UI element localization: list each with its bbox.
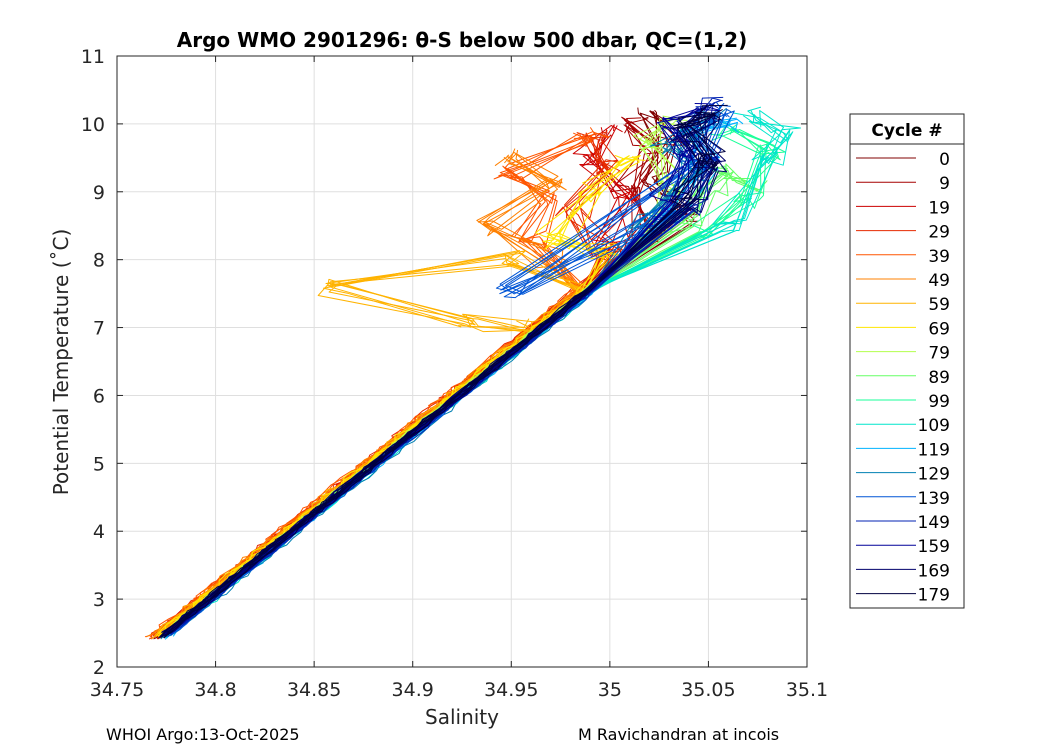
x-tick-label: 34.8 bbox=[194, 679, 236, 701]
legend-label: 0 bbox=[939, 150, 950, 170]
y-tick-label: 7 bbox=[93, 318, 105, 340]
profile-line bbox=[163, 111, 726, 639]
legend-label: 149 bbox=[918, 513, 950, 533]
legend-label: 169 bbox=[918, 561, 950, 581]
legend-label: 79 bbox=[928, 344, 950, 364]
legend-label: 179 bbox=[918, 586, 950, 606]
y-tick-label: 6 bbox=[93, 385, 105, 407]
x-tick-label: 34.85 bbox=[287, 679, 341, 701]
legend-label: 39 bbox=[928, 247, 950, 267]
x-tick-label: 34.9 bbox=[392, 679, 434, 701]
legend-label: 99 bbox=[928, 392, 950, 412]
y-axis-ticks: 2 3 4 5 6 7 8 9 10 11 bbox=[81, 46, 807, 679]
profile-line bbox=[167, 105, 718, 634]
x-tick-label: 35.05 bbox=[681, 679, 735, 701]
legend-label: 109 bbox=[918, 416, 950, 436]
legend-label: 59 bbox=[928, 295, 950, 315]
legend: Cycle # 0 9 19 29 39 49 59 69 79 89 99 109 119 129 139… bbox=[849, 113, 965, 609]
legend-box bbox=[849, 113, 965, 609]
legend-label: 49 bbox=[928, 271, 950, 291]
legend-label: 129 bbox=[918, 465, 950, 485]
x-axis-ticks: 34.75 34.8 34.85 34.9 34.95 35 35.05 35.1 bbox=[90, 56, 828, 701]
legend-label: 159 bbox=[918, 537, 950, 557]
y-axis-label: Potential Temperature (˚C) bbox=[49, 229, 73, 496]
y-tick-label: 11 bbox=[81, 46, 105, 68]
series-179 bbox=[159, 104, 728, 639]
y-tick-label: 8 bbox=[93, 250, 105, 272]
legend-label: 29 bbox=[928, 223, 950, 243]
x-tick-label: 34.75 bbox=[90, 679, 144, 701]
x-axis-label: Salinity bbox=[425, 705, 499, 729]
y-tick-label: 2 bbox=[93, 657, 105, 679]
legend-label: 19 bbox=[928, 198, 950, 218]
profile-line bbox=[170, 106, 722, 636]
x-tick-label: 34.95 bbox=[484, 679, 538, 701]
y-tick-label: 9 bbox=[93, 182, 105, 204]
x-tick-label: 35.1 bbox=[786, 679, 828, 701]
y-tick-label: 3 bbox=[93, 589, 105, 611]
legend-label: 119 bbox=[918, 440, 950, 460]
legend-label: 139 bbox=[918, 489, 950, 509]
legend-label: 89 bbox=[928, 368, 950, 388]
y-tick-label: 10 bbox=[81, 114, 105, 136]
x-tick-label: 35 bbox=[598, 679, 622, 701]
y-tick-label: 4 bbox=[93, 521, 105, 543]
y-tick-label: 5 bbox=[93, 453, 105, 475]
axes-box bbox=[116, 55, 808, 668]
footer-right: M Ravichandran at incois bbox=[578, 725, 780, 744]
plot-area bbox=[144, 96, 801, 640]
chart-title: Argo WMO 2901296: θ-S below 500 dbar, QC… bbox=[177, 28, 747, 52]
footer-left: WHOI Argo:13-Oct-2025 bbox=[106, 725, 300, 744]
legend-label: 9 bbox=[939, 174, 950, 194]
legend-title: Cycle # bbox=[871, 121, 942, 141]
legend-label: 69 bbox=[928, 319, 950, 339]
